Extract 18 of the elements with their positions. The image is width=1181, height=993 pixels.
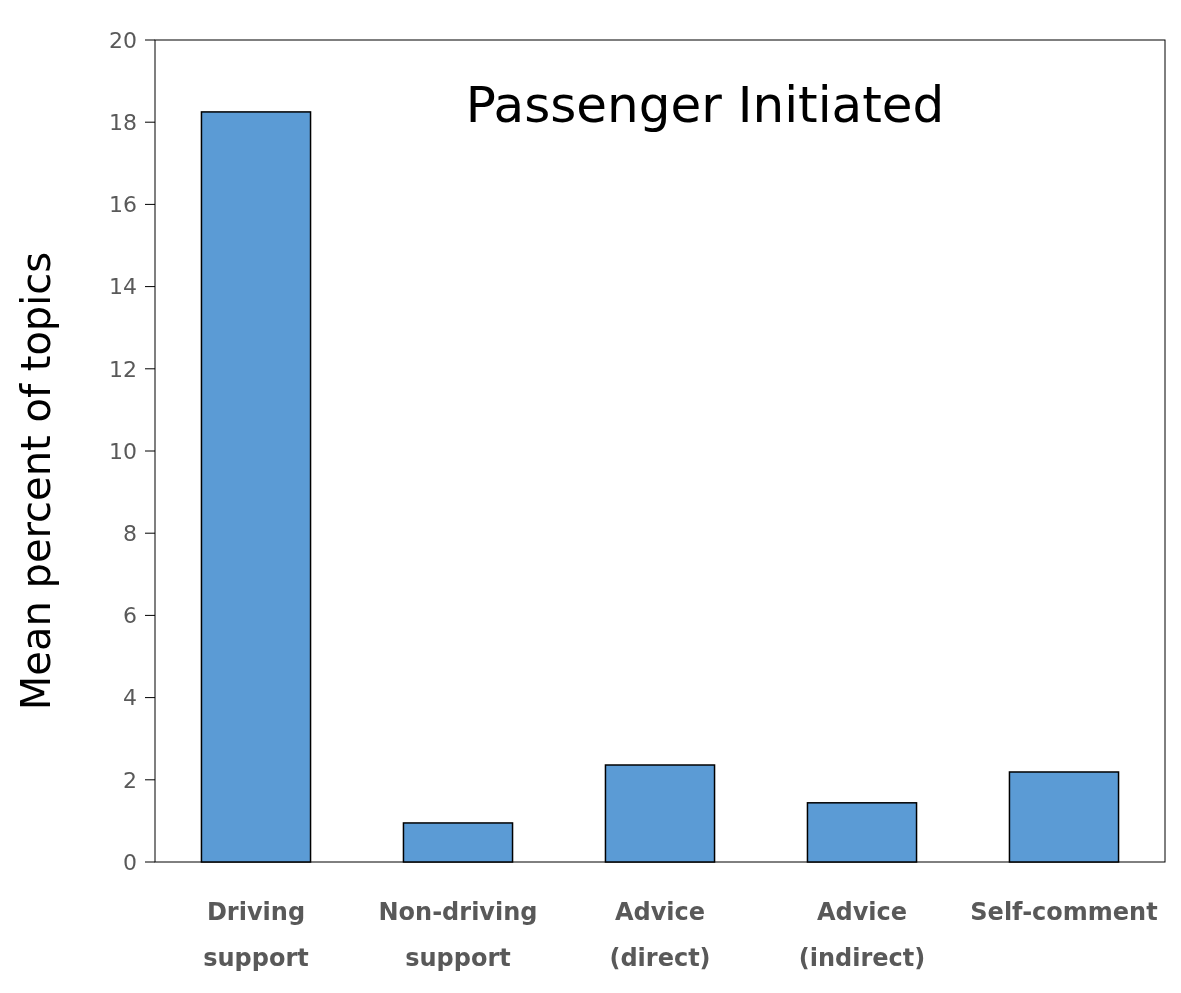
x-tick-label: Self-comment bbox=[970, 898, 1158, 926]
x-tick-label: Advice (indirect) bbox=[798, 898, 926, 972]
y-tick-label: 2 bbox=[123, 767, 137, 793]
x-tick-label: Driving support bbox=[203, 898, 309, 972]
y-tick-label: 14 bbox=[109, 274, 137, 300]
text: Passenger Initiated bbox=[465, 76, 945, 134]
x-tick-label: Advice (direct) bbox=[609, 898, 711, 972]
y-tick-label: 20 bbox=[109, 27, 137, 53]
y-tick-label: 0 bbox=[123, 849, 137, 875]
x-tick-label: Non-driving support bbox=[378, 898, 538, 972]
y-tick-label: 10 bbox=[109, 438, 137, 464]
y-axis-title: Mean percent of topics bbox=[13, 251, 59, 711]
y-tick-label: 18 bbox=[109, 109, 137, 135]
y-tick-label: 4 bbox=[123, 685, 137, 711]
y-tick-label: 8 bbox=[123, 520, 137, 546]
y-tick-label: 12 bbox=[109, 356, 137, 382]
y-tick-label: 6 bbox=[123, 603, 137, 629]
y-tick-label: 16 bbox=[109, 192, 137, 218]
